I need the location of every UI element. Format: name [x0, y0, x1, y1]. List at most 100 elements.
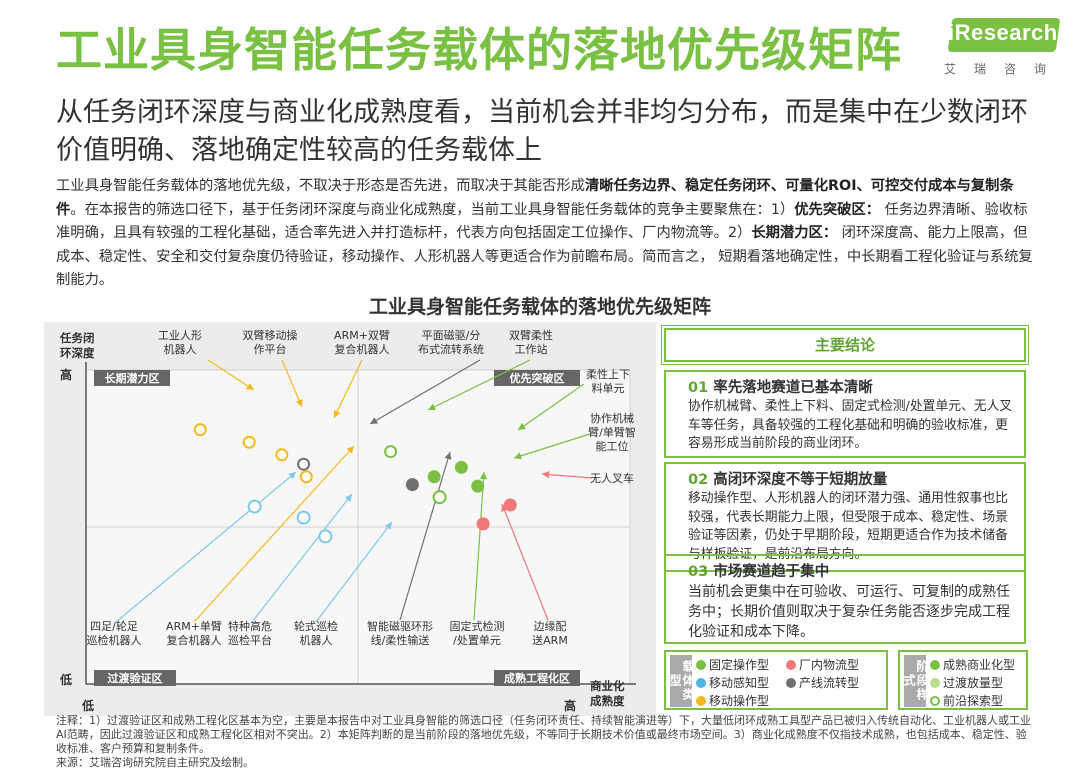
data-point-13 — [247, 499, 262, 514]
quadrant-mature-bg — [494, 670, 580, 686]
finding-03-title: 03 市场赛道趋于集中 — [688, 562, 1014, 582]
data-point-9 — [471, 479, 485, 493]
annotation-arrow-3 — [369, 359, 481, 425]
data-point-4 — [299, 470, 313, 484]
legend-type-mobileop: 移动操作型 — [696, 692, 769, 709]
bottom-label-0-b: 巡检机器人 — [87, 633, 142, 647]
annotation-arrow-6 — [513, 433, 591, 460]
top-label-1-a: 双臂移动操 — [243, 328, 298, 342]
data-point-3 — [297, 457, 311, 471]
bottom-label-3-b: 机器人 — [300, 633, 333, 647]
annotation-arrow-12 — [399, 451, 452, 621]
legend-type-fixed: 固定操作型 — [696, 656, 769, 673]
body-paragraph: 工业具身智能任务载体的落地优先级，不取决于形态是否先进，而取决于其能否形成清晰任… — [56, 175, 1041, 293]
filled-dot-icon — [930, 659, 940, 670]
finding-01-number: 01 — [688, 380, 709, 396]
annotation-arrow-1 — [281, 359, 303, 408]
legend-label: 固定操作型 — [709, 658, 770, 672]
top-label-2-a: ARM+双臂 — [334, 329, 390, 342]
legend-stage-frontier: 前沿探索型 — [930, 692, 1003, 709]
finding-01-title: 01 率先落地赛道已基本清晰 — [688, 378, 1014, 398]
data-point-6 — [454, 460, 468, 474]
body-emphasis: 长期潜力区： — [751, 225, 838, 241]
top-label-4-a: 双臂柔性 — [509, 328, 553, 342]
finding-03-heading: 市场赛道趋于集中 — [713, 564, 830, 580]
body-text-segment: 。在本报告的筛选口径下，基于任务闭环深度与商业化成熟度，当前工业具身智能任务载体… — [70, 201, 795, 218]
data-point-5 — [384, 445, 398, 459]
finding-01-text: 协作机械臂、柔性上下料、固定式检测/处置单元、无人叉车等任务，具备较强的工程化基… — [688, 399, 1013, 451]
body-text-segment: 任务边界清晰、验收标准明确，且具有较强的工程化基础，适合率先进入并打造标杆，代表… — [56, 201, 1028, 242]
data-point-12 — [476, 517, 490, 531]
legend-label: 过渡放量型 — [943, 676, 1004, 690]
bottom-label-1-b: 复合机器人 — [167, 633, 222, 647]
legend-label: 产线流转型 — [799, 676, 860, 690]
bottom-label-5-b: /处置单元 — [453, 634, 501, 647]
annotation-arrow-0 — [207, 359, 255, 391]
ring-dot-icon — [930, 695, 940, 706]
x-high-label: 高 — [564, 698, 576, 713]
top-label-3-b: 布式流转系统 — [418, 342, 484, 356]
data-point-11 — [503, 498, 517, 512]
body-emphasis: 清晰任务边界、稳定任务闭环、可量化ROI、可控交付成本与复制条件 — [56, 178, 1014, 218]
quadrant-priority: 优先突破区 — [510, 371, 565, 385]
y-axis-title-line2: 环深度 — [60, 346, 95, 360]
findings-header: 主要结论 — [661, 325, 1029, 365]
bottom-label-6-b: 送ARM — [532, 633, 568, 647]
data-point-2 — [275, 448, 289, 462]
legend-type-factory: 厂内物流型 — [786, 656, 859, 673]
body-emphasis: 优先突破区： — [794, 201, 881, 218]
top-label-0-b: 机器人 — [164, 342, 197, 356]
x-axis-title-line2: 成熟度 — [590, 694, 625, 708]
yellow-dot-icon — [696, 695, 706, 706]
red-dot-icon — [786, 659, 796, 670]
priority-matrix-chart: 任务闭 环深度高低低高商业化 成熟度 长期潜力区 优先突破区 过渡验证区 成熟工程化区 工业人… — [44, 322, 656, 716]
legend-carrier-type: 载体类型 固定操作型 厂内物流型 移动感知型 产线流转型 移动操作型 — [664, 650, 888, 710]
right-label-d: 臂/单臂智 — [588, 425, 636, 439]
annotation-arrow-10 — [251, 493, 353, 623]
footnote: 注释：1）过渡验证区和成熟工程化区基本为空，主要是本报告中对工业具身智能的筛选口… — [56, 714, 1036, 770]
bottom-label-4-b: 线/柔性输送 — [371, 633, 430, 647]
footnote-notes: 注释：1）过渡验证区和成熟工程化区基本为空，主要是本报告中对工业具身智能的筛选口… — [56, 714, 1031, 755]
data-point-8 — [405, 478, 419, 492]
right-label-a: 柔性上下 — [586, 367, 630, 381]
quadrant-mature: 成熟工程化区 — [504, 671, 570, 685]
right-label-e: 能工位 — [596, 439, 629, 453]
legend-type-mobile: 移动感知型 — [696, 674, 769, 691]
blue-dot-icon — [696, 677, 706, 688]
data-point-7 — [427, 470, 441, 484]
footnote-source: 来源：艾瑞咨询研究院自主研究及绘制。 — [56, 756, 254, 769]
page-subtitle: 从任务闭环深度与商业化成熟度看，当前机会并非均匀分布，而是集中在少数闭环价值明确… — [56, 97, 1028, 166]
legend-type-tag: 载体类型 — [668, 655, 695, 707]
x-low-label: 低 — [81, 698, 94, 713]
data-point-14 — [296, 510, 311, 525]
annotation-arrow-2 — [333, 359, 363, 419]
finding-02-text: 移动操作型、人形机器人的闭环潜力强、通用性叙事也比较强，代表长期能力上限，但受限… — [688, 491, 1008, 562]
annotation-arrow-9 — [193, 445, 355, 623]
finding-01: 01 率先落地赛道已基本清晰 协作机械臂、柔性上下料、固定式检测/处置单元、无人… — [664, 370, 1026, 458]
annotation-arrow-5 — [517, 383, 585, 431]
annotation-arrow-7 — [541, 470, 593, 479]
bottom-label-2-a: 特种高危 — [228, 619, 272, 633]
quadrant-long-term: 长期潜力区 — [105, 371, 160, 385]
finding-02-heading: 高闭环深度不等于短期放量 — [713, 472, 888, 488]
data-point-1 — [242, 435, 256, 449]
y-high-label: 高 — [60, 367, 72, 382]
top-label-3-a: 平面磁驱/分 — [422, 329, 481, 342]
body-text-segment: 工业具身智能任务载体的落地优先级，不取决于形态是否先进，而取决于其能否形成 — [56, 178, 585, 194]
x-axis-title-line1: 商业化 — [590, 679, 625, 693]
annotation-arrow-4 — [427, 359, 531, 411]
bottom-label-4-a: 智能磁驱环形 — [367, 619, 433, 633]
legend-stage-tag: 阶段样式 — [902, 655, 929, 707]
bottom-label-5-a: 固定式检测 — [450, 619, 505, 633]
legend-stage-transition: 过渡放量型 — [930, 674, 1003, 691]
finding-03-number: 03 — [688, 564, 709, 580]
y-low-label: 低 — [59, 672, 72, 687]
finding-03: 03 市场赛道趋于集中 当前机会更集中在可验收、可运行、可复制的成熟任务中；长期… — [664, 554, 1026, 644]
legend-stage-mature: 成熟商业化型 — [930, 656, 1015, 673]
finding-02: 02 高闭环深度不等于短期放量 移动操作型、人形机器人的闭环潜力强、通用性叙事也… — [664, 462, 1026, 572]
quadrant-transition-bg — [94, 670, 176, 686]
logo-text: iResearch — [948, 20, 1058, 45]
finding-02-number: 02 — [688, 472, 709, 488]
bottom-label-6-a: 边缘配 — [534, 620, 567, 633]
